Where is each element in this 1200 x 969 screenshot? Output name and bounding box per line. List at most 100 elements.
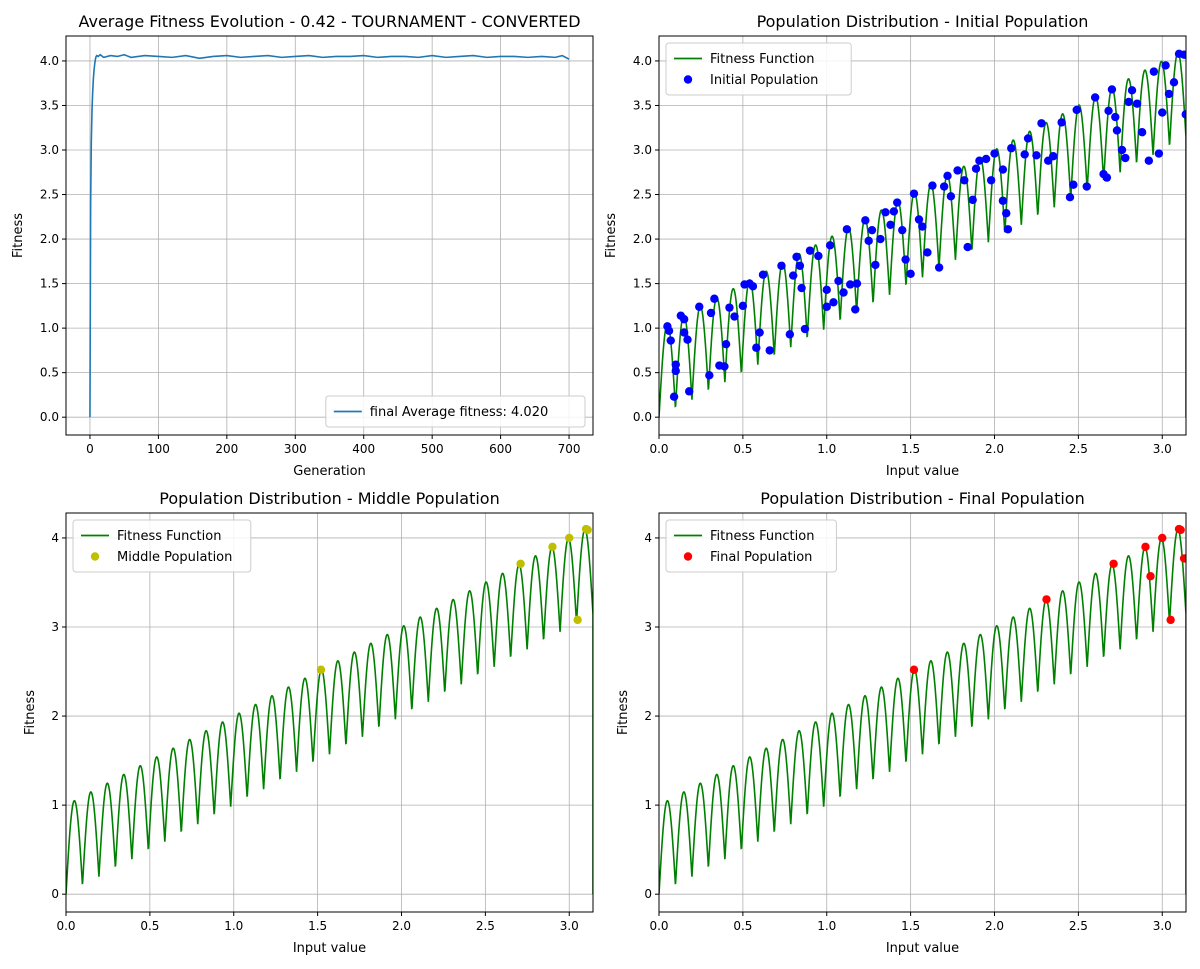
legend-box xyxy=(325,395,586,428)
x-tick-label: 1.0 xyxy=(224,919,243,933)
data-point xyxy=(986,176,996,185)
data-point xyxy=(1117,145,1127,155)
y-axis-label: Fitness xyxy=(23,690,38,735)
data-point xyxy=(752,343,761,352)
data-point xyxy=(998,165,1008,174)
y-tick-label: 3.0 xyxy=(633,143,652,157)
legend-label: final Average fitness: 4.020 xyxy=(370,405,548,420)
y-tick-label: 0.0 xyxy=(40,410,59,424)
x-tick-label: 1.5 xyxy=(901,442,920,456)
x-tick-label: 1.5 xyxy=(308,919,327,933)
x-tick-label: 0.5 xyxy=(140,919,159,933)
x-tick-label: 0 xyxy=(86,442,94,456)
y-tick-label: 3.5 xyxy=(40,98,59,112)
data-point xyxy=(1049,152,1058,161)
data-point xyxy=(755,328,764,337)
data-point xyxy=(1003,225,1013,234)
x-tick-label: 400 xyxy=(352,442,375,456)
y-tick-label: 2 xyxy=(51,709,59,723)
y-tick-label: 0.5 xyxy=(633,366,652,380)
data-point xyxy=(814,251,823,261)
legend: final Average fitness: 4.020 xyxy=(325,395,586,428)
axes-frame xyxy=(65,512,594,913)
y-tick-label: 4 xyxy=(51,531,59,545)
x-axis-label: Generation xyxy=(293,464,366,479)
data-point xyxy=(909,189,919,198)
data-point xyxy=(800,324,810,334)
data-point xyxy=(881,208,890,217)
data-point xyxy=(1082,182,1091,191)
data-point xyxy=(1179,50,1186,59)
data-point xyxy=(1020,150,1029,159)
data-point xyxy=(1109,559,1118,568)
y-tick-label: 2.5 xyxy=(633,188,652,202)
legend-box xyxy=(665,42,852,96)
data-point xyxy=(748,282,758,291)
y-tick-label: 4 xyxy=(644,531,652,545)
data-point xyxy=(889,207,899,216)
x-tick-label: 2.5 xyxy=(1069,442,1088,456)
data-point xyxy=(792,252,801,262)
y-tick-label: 0 xyxy=(51,887,59,901)
data-point xyxy=(730,312,739,321)
chart-panel-4: 0.0 0.5 1.0 1.5 2.0 2.5 3.0 0 1 2 3 4 Population Dis… xyxy=(616,489,1187,956)
data-point xyxy=(671,360,680,369)
data-point xyxy=(960,176,969,185)
y-axis-label: Fitness xyxy=(11,213,26,258)
data-point xyxy=(939,182,949,191)
plot-area xyxy=(66,524,593,895)
data-point xyxy=(943,171,952,181)
x-tick-label: 1.0 xyxy=(817,919,836,933)
chart-title: Population Distribution - Initial Popula… xyxy=(757,12,1089,31)
y-tick-label: 2.0 xyxy=(40,232,59,246)
data-point xyxy=(789,271,798,280)
data-point xyxy=(842,225,852,234)
x-tick-label: 700 xyxy=(558,442,581,456)
data-point xyxy=(839,288,848,297)
legend-label: Fitness Function xyxy=(710,529,814,544)
x-tick-label: 2.0 xyxy=(392,919,411,933)
x-tick-label: 0.5 xyxy=(733,919,752,933)
y-tick-label: 1.0 xyxy=(40,321,59,335)
data-point xyxy=(671,366,680,376)
data-point xyxy=(1141,542,1150,552)
data-point xyxy=(1124,97,1133,107)
data-point xyxy=(758,270,768,279)
x-axis-label: Input value xyxy=(886,941,959,956)
y-tick-label: 0 xyxy=(644,887,652,901)
data-point xyxy=(834,276,843,286)
x-tick-label: 2.0 xyxy=(985,919,1004,933)
data-point xyxy=(946,192,956,201)
data-point xyxy=(573,615,582,625)
x-tick-label: 3.0 xyxy=(1153,919,1172,933)
y-axis-label: Fitness xyxy=(616,690,631,735)
x-axis-label: Input value xyxy=(293,941,366,956)
data-point xyxy=(1127,86,1137,95)
data-point xyxy=(1007,144,1016,153)
data-point xyxy=(901,255,910,264)
legend-label: Initial Population xyxy=(710,73,818,88)
data-point xyxy=(516,559,525,568)
plot-area xyxy=(659,49,1186,418)
data-point xyxy=(1137,127,1147,137)
x-tick-label: 3.0 xyxy=(1153,442,1172,456)
data-point xyxy=(706,308,716,318)
data-point xyxy=(785,330,795,339)
legend-marker-swatch xyxy=(683,552,693,561)
data-point xyxy=(797,283,806,293)
data-point xyxy=(1166,615,1175,625)
data-point xyxy=(666,336,675,345)
y-tick-label: 1 xyxy=(644,798,652,812)
data-point xyxy=(316,665,326,674)
data-point xyxy=(998,196,1008,205)
data-point xyxy=(898,225,907,235)
legend-label: Middle Population xyxy=(117,550,232,565)
fitness-function-line xyxy=(659,51,1186,418)
x-tick-label: 200 xyxy=(215,442,238,456)
data-point xyxy=(738,301,748,311)
x-tick-label: 100 xyxy=(147,442,170,456)
data-point xyxy=(1146,572,1155,581)
data-point xyxy=(1002,209,1011,218)
data-point xyxy=(1032,151,1041,160)
